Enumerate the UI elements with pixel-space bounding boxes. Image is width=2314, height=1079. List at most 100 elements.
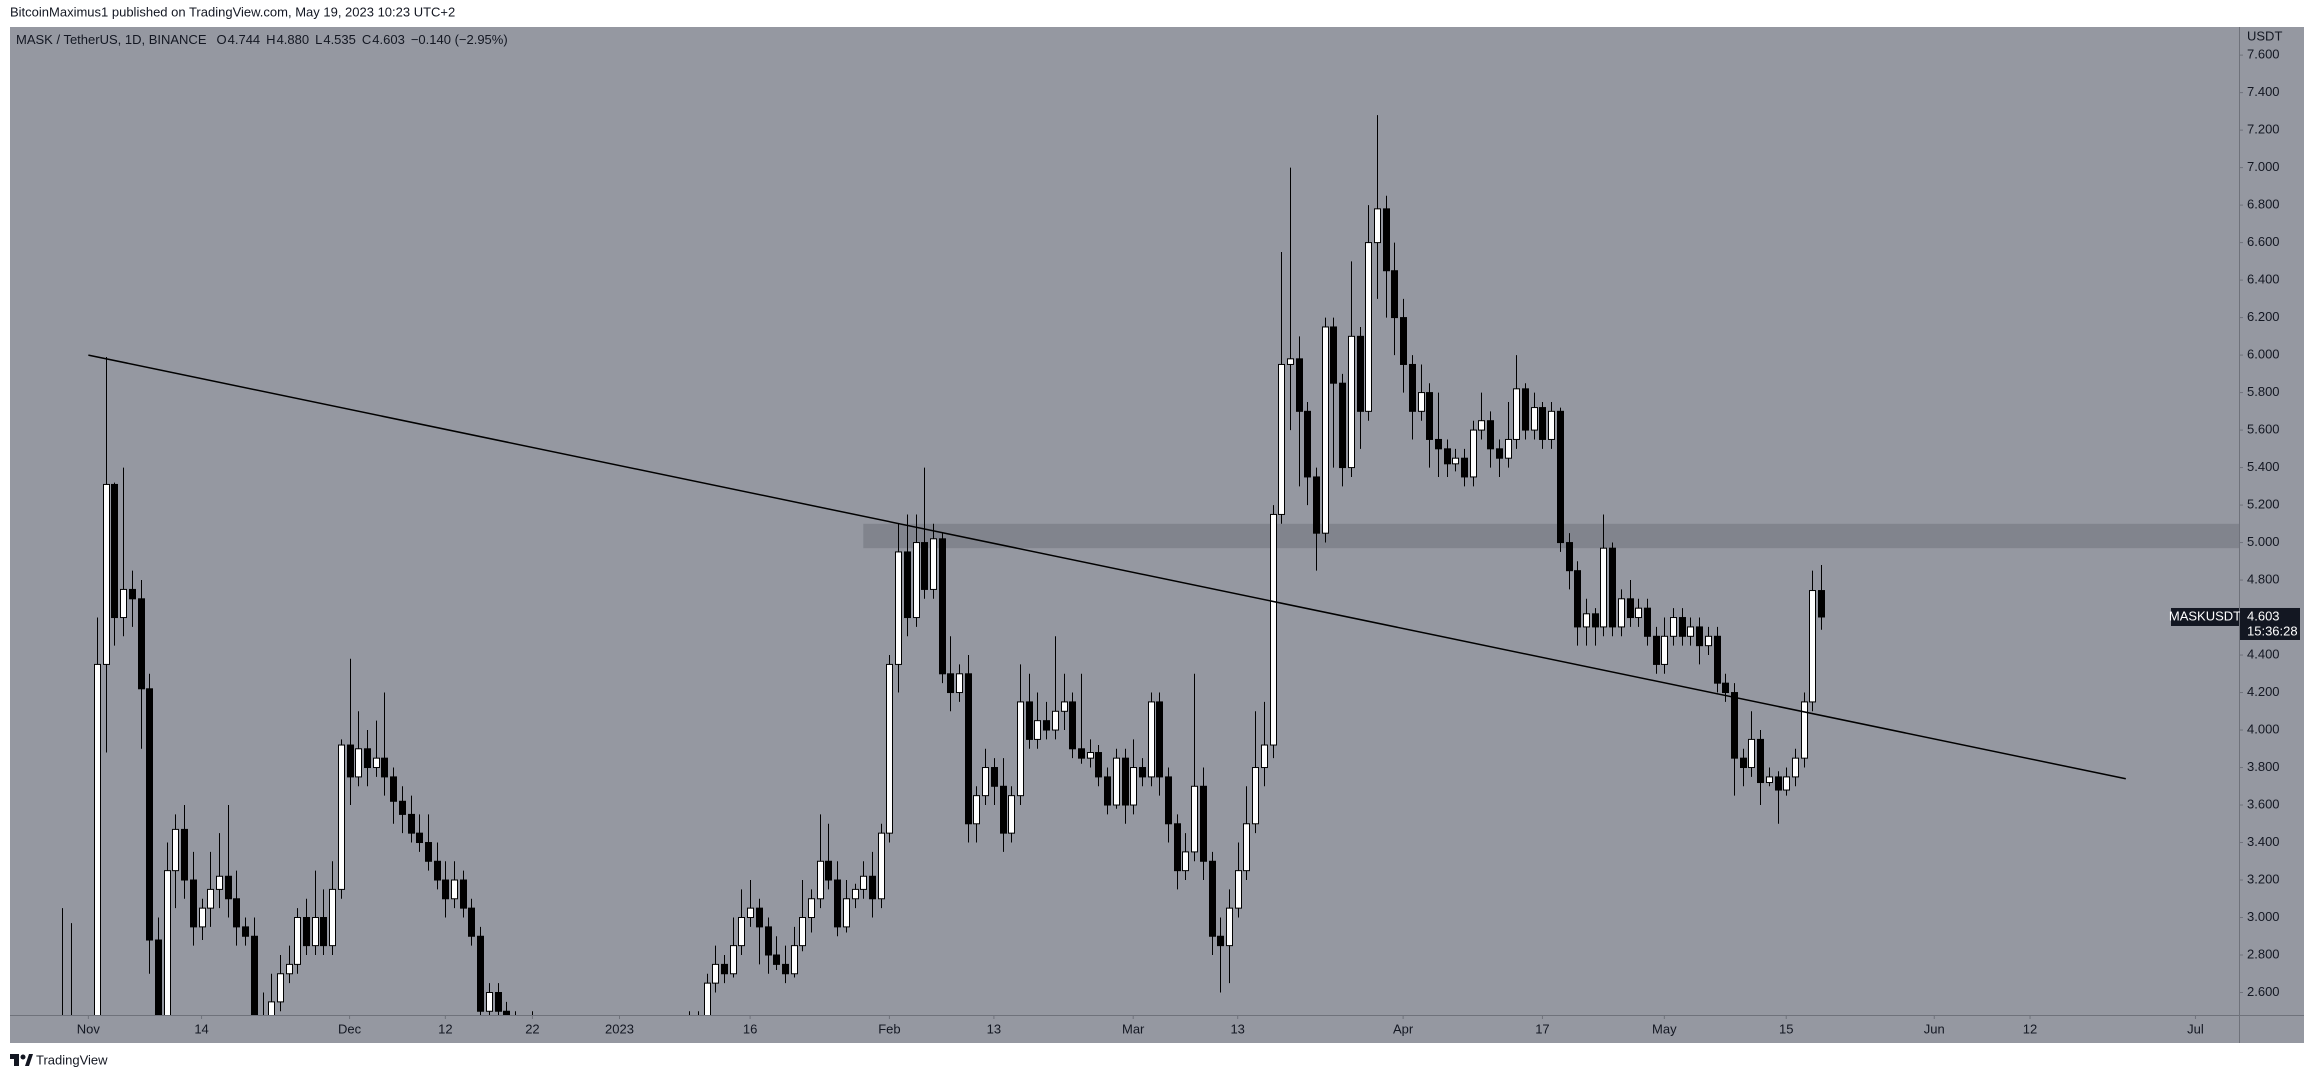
candle-body [1304, 410, 1311, 478]
candle-body [155, 939, 162, 1015]
candle-body [1592, 613, 1599, 628]
candle-body [1609, 547, 1616, 628]
x-tick-label: Apr [1393, 1021, 1414, 1036]
candle-body [965, 673, 972, 825]
candle-body [1261, 744, 1268, 769]
candle-body [408, 813, 415, 834]
candle-body [355, 748, 362, 778]
change-value: −0.140 (−2.95%) [411, 32, 508, 47]
candle-body [1243, 823, 1250, 872]
candle-body [329, 888, 336, 947]
candle-body [364, 748, 371, 769]
candle-body [1278, 363, 1285, 515]
candle-body [1775, 776, 1782, 791]
y-tick-label: 6.400 [2247, 272, 2280, 287]
candle-body [286, 963, 293, 975]
logo-shape [14, 1054, 19, 1066]
candle-body [1818, 590, 1825, 618]
y-tick-label: 6.600 [2247, 234, 2280, 249]
candle-body [1618, 598, 1625, 628]
candle-body [1566, 542, 1573, 572]
symbol-legend: MASK / TetherUS, 1D, BINANCE O4.744 H4.880… [16, 32, 508, 47]
y-tick-label: 6.000 [2247, 347, 2280, 362]
candle-body [1670, 617, 1677, 637]
candle-body [1801, 701, 1808, 759]
x-tick-label: May [1652, 1021, 1677, 1036]
candle-body [583, 1049, 589, 1064]
y-tick-label: 4.400 [2247, 646, 2280, 661]
candle-body [738, 917, 745, 947]
ohlc-label: C [362, 32, 371, 47]
candle-body [1679, 617, 1686, 637]
candle-body [1696, 626, 1703, 647]
candle-body [869, 875, 876, 900]
candle-body [338, 744, 345, 890]
candle-body [773, 954, 780, 965]
candle-body [860, 875, 867, 890]
axes: 2.600 2.800 3.000 3.200 3.400 3.600 3.800 4.000… [77, 47, 2280, 1037]
y-tick-label: 3.000 [2247, 909, 2280, 924]
candle-body [721, 963, 728, 975]
candle-body [1409, 363, 1416, 412]
candle-body [1531, 407, 1538, 431]
ohlc-value: 4.535 [323, 32, 356, 47]
candle-body [1731, 692, 1738, 759]
candle-body [199, 907, 206, 928]
candle-body [373, 757, 380, 769]
y-tick-label: 2.600 [2247, 984, 2280, 999]
y-tick-label: 7.600 [2247, 47, 2280, 62]
x-tick-label: Feb [878, 1021, 900, 1036]
footer-brand: TradingView [36, 1052, 108, 1067]
candle-body [399, 800, 406, 815]
candle-body [1757, 738, 1764, 784]
y-tick-label: 5.000 [2247, 534, 2280, 549]
logo-shape [25, 1054, 33, 1066]
candle-body [1104, 776, 1111, 806]
candle-body [1296, 358, 1303, 412]
candle-body [207, 888, 214, 909]
candle-body [1374, 208, 1381, 244]
y-tick-label: 3.800 [2247, 759, 2280, 774]
candle-body [1644, 607, 1651, 637]
candle-body [1574, 570, 1581, 628]
candle-body [1470, 429, 1477, 478]
candle-body [216, 875, 223, 890]
candle-body [1418, 392, 1425, 412]
candle-body [1383, 208, 1390, 272]
candle-body [1322, 326, 1329, 534]
candle-body [1182, 851, 1189, 872]
x-tick-label: 14 [194, 1021, 208, 1036]
candle-body [1748, 738, 1755, 769]
x-tick-label: 17 [1535, 1021, 1549, 1036]
candle-body [1513, 388, 1520, 440]
candle-body [930, 538, 937, 590]
candle-body [852, 888, 859, 900]
candle-body [1478, 420, 1485, 431]
candle-body [1435, 438, 1442, 450]
y-tick-label: 5.200 [2247, 497, 2280, 512]
candle-body [617, 1058, 623, 1064]
ohlc-value: 4.880 [277, 32, 310, 47]
candle-body [1330, 326, 1337, 384]
trendline [88, 354, 2126, 780]
candle-body [765, 926, 772, 956]
candle-body [503, 1010, 510, 1015]
candle-body [1714, 635, 1721, 684]
candle-body [1008, 795, 1015, 834]
x-tick-label: Nov [77, 1021, 101, 1036]
candle-body [904, 551, 911, 619]
candle-body [468, 907, 475, 937]
candle-body [799, 917, 806, 947]
candle-body [268, 1001, 275, 1015]
candle-body [103, 483, 110, 665]
candle-body [1705, 635, 1712, 647]
y-tick-label: 6.200 [2247, 309, 2280, 324]
candle-body [1200, 785, 1207, 862]
candle-body [1496, 448, 1503, 459]
candle-body [1557, 410, 1564, 544]
y-tick-label: 3.200 [2247, 871, 2280, 886]
candle-body [1627, 598, 1634, 619]
candle-body [609, 1064, 615, 1068]
publisher-line: BitcoinMaximus1 published on TradingView… [10, 4, 455, 19]
